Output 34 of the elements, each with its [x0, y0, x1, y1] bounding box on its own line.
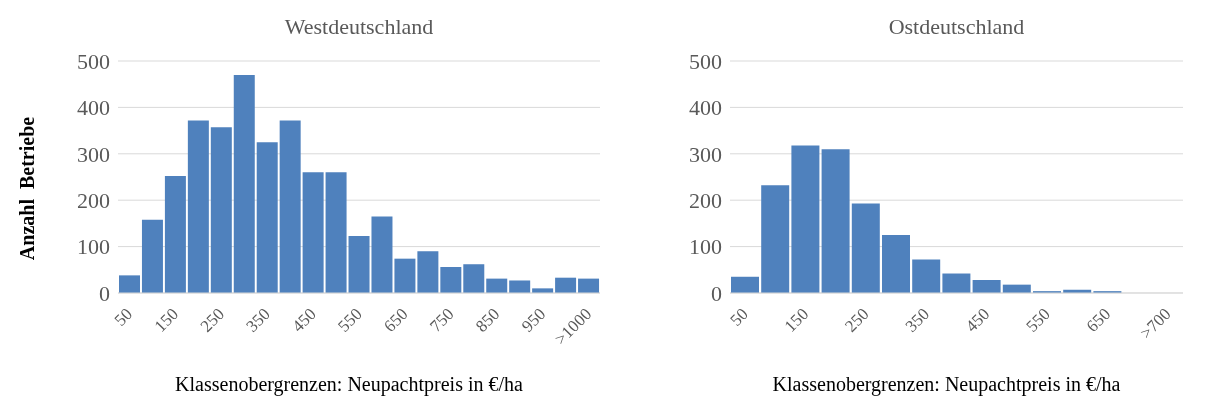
x-tick-label: 250 [841, 304, 873, 336]
chart-title: Westdeutschland [283, 14, 435, 40]
y-tick-label: 400 [689, 95, 722, 121]
y-tick-label: 0 [711, 280, 722, 306]
x-tick-label: 850 [471, 304, 504, 336]
x-tick-label: 350 [242, 304, 274, 336]
y-tick-label: 200 [77, 188, 110, 214]
x-tick-label: 150 [780, 304, 813, 336]
chart-title: Ostdeutschland [887, 14, 1026, 40]
x-tick-label: 750 [426, 304, 458, 336]
x-tick-label: 950 [517, 304, 550, 336]
x-tick-label: 50 [726, 304, 752, 330]
x-tick-label: 450 [288, 304, 320, 336]
x-tick-label: 250 [196, 304, 228, 336]
y-tick-label: 0 [99, 280, 110, 306]
x-axis-title: Klassenobergrenzen: Neupachtpreis in €/ha [771, 373, 1122, 396]
y-tick-label: 500 [77, 48, 110, 74]
x-tick-label: 150 [150, 304, 183, 336]
y-tick-label: 200 [689, 188, 722, 214]
y-tick-label: 300 [689, 141, 722, 167]
x-axis-title: Klassenobergrenzen: Neupachtpreis in €/ha [174, 373, 524, 396]
x-tick-label: 550 [1022, 304, 1054, 336]
y-tick-label: 400 [77, 95, 110, 121]
x-tick-label: 550 [334, 304, 366, 336]
x-tick-label: 450 [961, 304, 994, 336]
y-axis-title: Anzahl Betriebe [16, 116, 40, 260]
x-tick-label: 650 [380, 304, 412, 336]
y-tick-label: 300 [77, 141, 110, 167]
x-tick-label: 650 [1082, 304, 1115, 336]
y-tick-label: 100 [689, 234, 722, 260]
x-tick-label: 50 [110, 304, 137, 330]
y-tick-label: 100 [77, 234, 110, 260]
y-tick-label: 500 [689, 48, 722, 74]
x-tick-label: 350 [901, 304, 934, 336]
